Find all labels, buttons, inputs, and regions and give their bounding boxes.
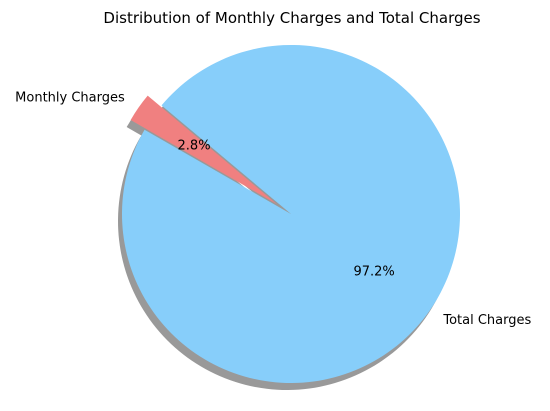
slice-monthly-charges bbox=[130, 95, 278, 205]
pct-label-monthly-charges: 2.8% bbox=[178, 139, 211, 154]
pie-labels: Monthly Charges 2.8% Total Charges 97.2% bbox=[15, 90, 531, 328]
label-total-charges: Total Charges bbox=[442, 313, 531, 328]
chart-title: Distribution of Monthly Charges and Tota… bbox=[103, 9, 480, 27]
slice-total-charges bbox=[121, 45, 460, 384]
pie-slices bbox=[121, 45, 460, 384]
pct-label-total-charges: 97.2% bbox=[353, 265, 394, 280]
label-monthly-charges: Monthly Charges bbox=[15, 90, 125, 105]
